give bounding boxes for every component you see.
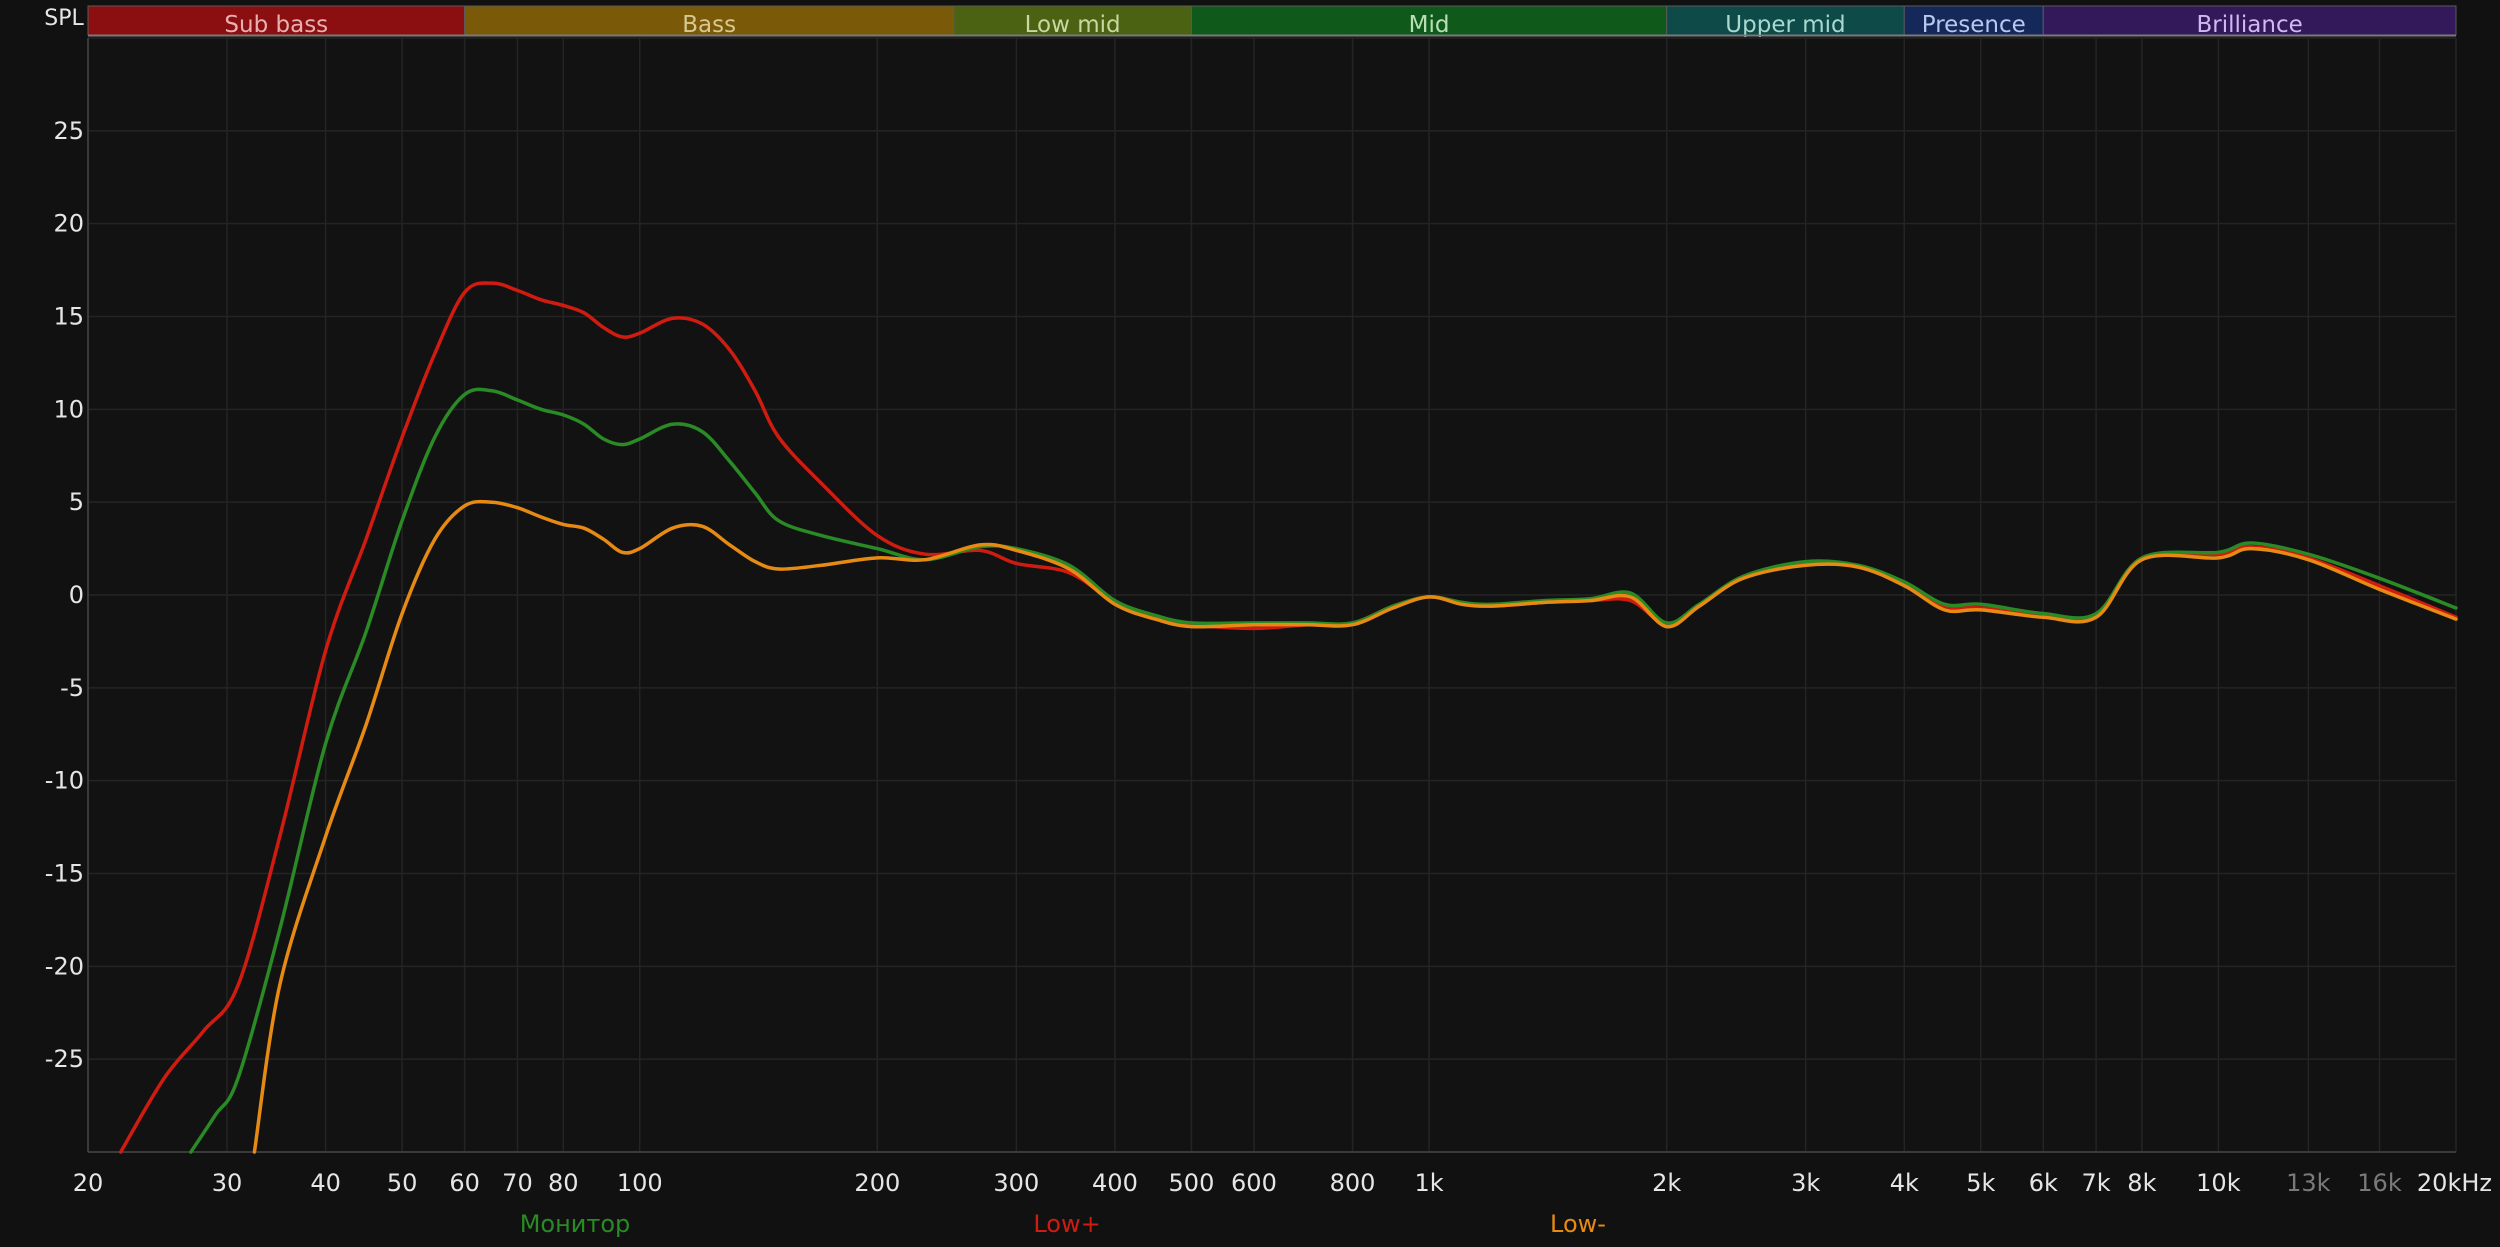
band-brilliance: Brilliance [2042, 5, 2457, 38]
band-rect [1903, 5, 2044, 36]
band-label: Sub bass [224, 12, 328, 38]
y-tick-label: 5 [69, 488, 84, 516]
y-tick-labels: 25 20 15 10 5 0 -5 -10 -15 -20 -25 [45, 117, 84, 1073]
band-rect [1666, 5, 1905, 36]
band-rect [1190, 5, 1668, 36]
grid-lines [87, 37, 2457, 1153]
series-line [252, 499, 2458, 1154]
band-label: Bass [682, 12, 736, 38]
legend: Монитор Low+ Low- [520, 1210, 1606, 1238]
legend-item: Монитор [520, 1210, 631, 1238]
band-low-mid: Low mid [953, 5, 1192, 38]
y-tick-label: 10 [53, 395, 84, 423]
series-line [189, 387, 2458, 1154]
x-tick-label: 200 [854, 1169, 900, 1197]
band-bass: Bass [464, 5, 955, 38]
band-label: Low mid [1025, 12, 1121, 38]
x-tick-label: 50 [387, 1169, 418, 1197]
band-sub-bass: Sub bass [87, 5, 466, 38]
x-tick-label: 1k [1414, 1169, 1443, 1197]
band-rect [2042, 5, 2457, 36]
legend-item: Low+ [1033, 1210, 1100, 1238]
series-lines [118, 281, 2458, 1154]
y-tick-label: -10 [45, 767, 84, 795]
x-tick-labels: 20 30 40 50 60 70 80 100 200 300 400 500 600 800 1k 2k 3… [73, 1169, 2492, 1197]
legend-item: Low- [1550, 1210, 1606, 1238]
x-tick-label: 20kHz [2417, 1169, 2492, 1197]
x-tick-label: 10k [2196, 1169, 2241, 1197]
x-tick-label: 30 [212, 1169, 243, 1197]
y-tick-label: 0 [69, 581, 84, 609]
y-axis-label: SPL [44, 6, 84, 31]
x-tick-label: 7k [2082, 1169, 2111, 1197]
y-tick-label: 20 [53, 210, 84, 238]
x-tick-label: 80 [548, 1169, 579, 1197]
y-tick-label: 15 [53, 303, 84, 331]
band-presence: Presence [1903, 5, 2044, 38]
x-tick-label: 400 [1092, 1169, 1138, 1197]
frequency-bands: Sub bass Bass Low mid Mid Upper mid Presence B… [87, 5, 2457, 38]
x-tick-label: 500 [1169, 1169, 1215, 1197]
x-tick-label: 70 [502, 1169, 533, 1197]
x-tick-label: 20 [73, 1169, 104, 1197]
x-tick-label: 5k [1966, 1169, 1995, 1197]
band-label: Mid [1409, 12, 1450, 38]
x-tick-label: 6k [2029, 1169, 2058, 1197]
x-tick-label: 4k [1890, 1169, 1919, 1197]
x-tick-label: 8k [2127, 1169, 2156, 1197]
y-tick-label: -25 [45, 1045, 84, 1073]
x-tick-label: 13k [2286, 1169, 2331, 1197]
x-tick-label: 300 [993, 1169, 1039, 1197]
band-upper-mid: Upper mid [1666, 5, 1905, 38]
x-tick-label: 2k [1652, 1169, 1681, 1197]
band-label: Presence [1922, 12, 2026, 38]
x-tick-label: 60 [449, 1169, 480, 1197]
band-label: Brilliance [2197, 12, 2303, 38]
y-tick-label: -5 [60, 674, 84, 702]
y-tick-label: -20 [45, 952, 84, 980]
band-label: Upper mid [1725, 12, 1845, 38]
y-tick-label: 25 [53, 117, 84, 145]
x-tick-label: 3k [1791, 1169, 1820, 1197]
x-tick-label: 100 [617, 1169, 663, 1197]
x-tick-label: 800 [1330, 1169, 1376, 1197]
x-tick-label: 40 [310, 1169, 341, 1197]
band-mid: Mid [1190, 5, 1668, 38]
x-tick-label: 16k [2357, 1169, 2402, 1197]
x-tick-label: 600 [1231, 1169, 1277, 1197]
y-tick-label: -15 [45, 860, 84, 888]
